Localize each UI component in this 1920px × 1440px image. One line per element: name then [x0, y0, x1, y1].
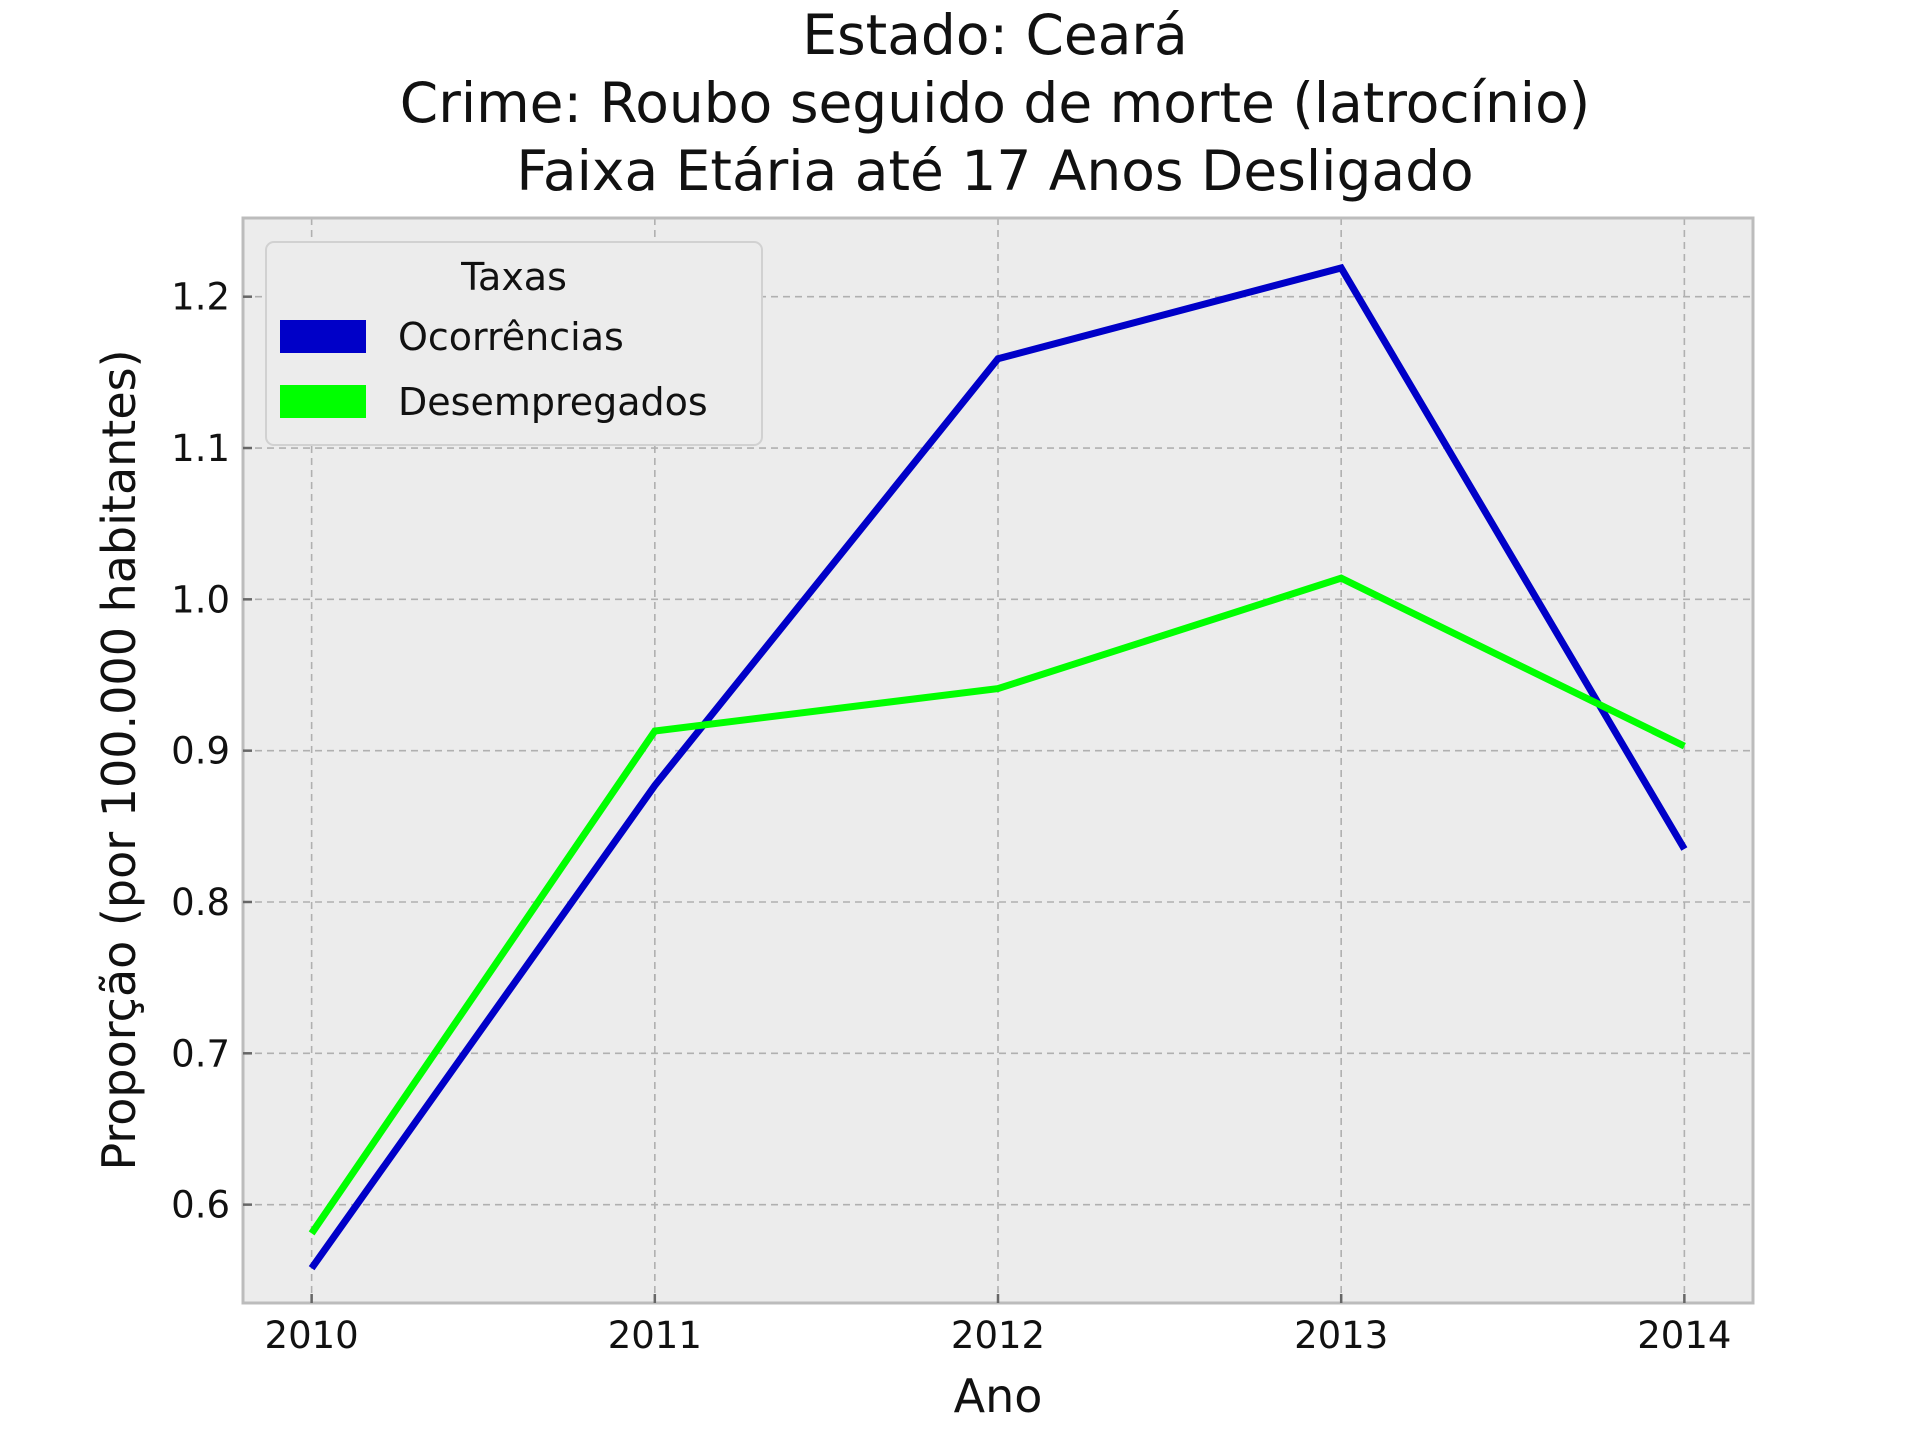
- x-axis: 2010 2011 2012 2013 2014: [265, 1294, 1731, 1357]
- legend-box: [265, 241, 763, 446]
- x-tick-label: 2011: [608, 1314, 702, 1357]
- title-line-2: Crime: Roubo seguido de morte (latrocíni…: [400, 71, 1590, 135]
- y-tick-label: 1.2: [171, 276, 230, 319]
- title-line-1: Estado: Ceará: [802, 3, 1188, 67]
- y-axis: 0.6 0.7 0.8 0.9 1.0 1.1 1.2: [171, 276, 252, 1227]
- x-tick-label: 2014: [1637, 1314, 1731, 1357]
- y-tick-label: 0.8: [171, 881, 230, 924]
- legend: Taxas Ocorrências Desempregados: [265, 241, 763, 446]
- chart-title: Estado: Ceará Crime: Roubo seguido de mo…: [400, 3, 1590, 203]
- y-tick-label: 0.9: [171, 730, 230, 773]
- y-tick-label: 0.6: [171, 1184, 230, 1227]
- y-axis-label: Proporção (por 100.000 habitantes): [92, 349, 146, 1170]
- legend-swatch-desempregados: [280, 385, 366, 418]
- x-tick-label: 2012: [951, 1314, 1045, 1357]
- legend-label-ocorrencias: Ocorrências: [398, 315, 624, 359]
- legend-title: Taxas: [460, 255, 567, 299]
- y-tick-label: 1.1: [171, 427, 230, 470]
- x-tick-label: 2013: [1294, 1314, 1388, 1357]
- y-tick-label: 0.7: [171, 1032, 230, 1075]
- y-tick-label: 1.0: [171, 578, 230, 621]
- x-tick-label: 2010: [265, 1314, 359, 1357]
- series-lines: [308, 263, 1688, 1271]
- x-axis-label: Ano: [954, 1369, 1043, 1423]
- legend-label-desempregados: Desempregados: [398, 380, 708, 424]
- legend-swatch-ocorrencias: [280, 320, 366, 353]
- title-line-3: Faixa Etária até 17 Anos Desligado: [516, 139, 1473, 203]
